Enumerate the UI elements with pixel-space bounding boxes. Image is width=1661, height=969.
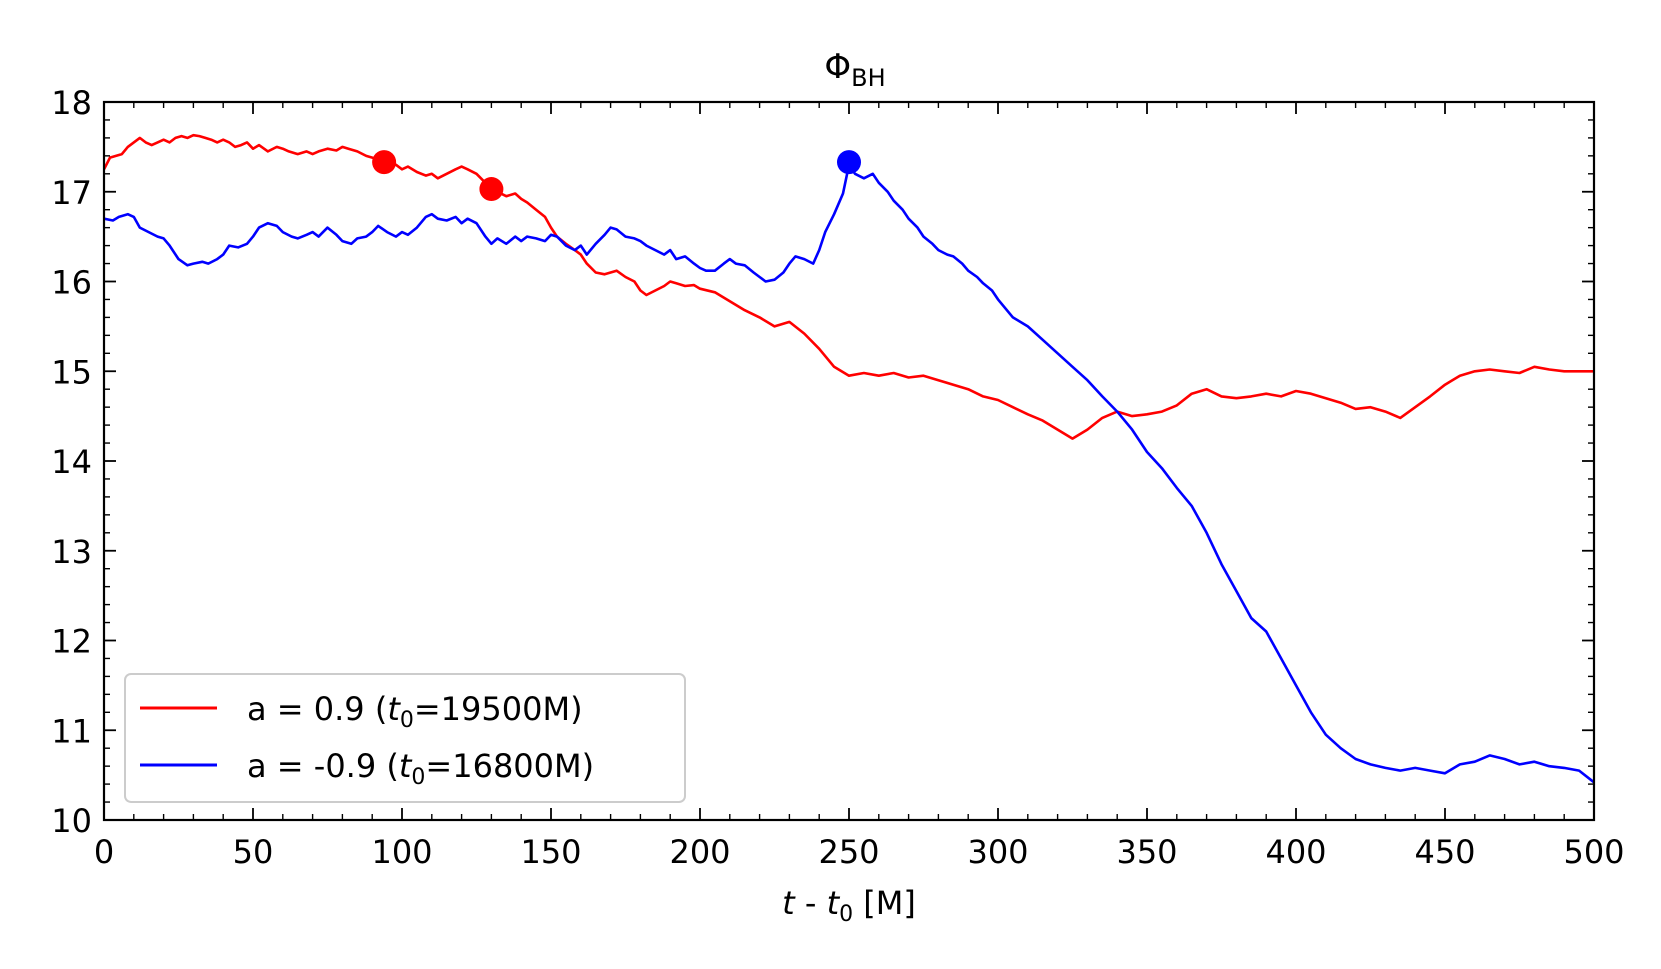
x-axis-label: t - t0 [M] (782, 884, 916, 927)
x-tick-label: 150 (520, 833, 581, 871)
x-tick-label: 50 (233, 833, 274, 871)
chart-title-main: Φ (824, 47, 851, 87)
series-marker-a-0.9 (372, 150, 397, 175)
legend-label-a-0.9-sub: 0 (400, 708, 414, 733)
y-tick-label: 16 (51, 264, 92, 302)
x-tick-label: 350 (1116, 833, 1177, 871)
x-tick-label: 500 (1563, 833, 1624, 871)
x-label-t0: t (827, 884, 841, 922)
x-label-mid: - (795, 884, 827, 922)
x-tick-label: 0 (94, 833, 114, 871)
y-tick-label: 11 (51, 712, 92, 750)
x-tick-label: 400 (1265, 833, 1326, 871)
y-tick-label: 17 (51, 174, 92, 212)
series-marker-a-minus-0.9 (837, 150, 861, 175)
series-layer (104, 133, 1594, 784)
chart-title: ΦBH (824, 47, 885, 92)
series-marker-a-0.9 (479, 177, 504, 202)
x-tick-label: 100 (371, 833, 432, 871)
legend-label-a-minus-0.9-sub: 0 (411, 765, 425, 790)
y-tick-label: 14 (51, 443, 92, 481)
legend-label-a-minus-0.9-suffix: =16800M) (425, 747, 594, 785)
chart-title-subscript: BH (851, 64, 886, 92)
marker-layer (372, 150, 861, 202)
y-tick-label: 15 (51, 353, 92, 391)
legend-label-a-0.9-prefix: a = 0.9 ( (247, 690, 387, 728)
plot-frame (102, 100, 1596, 822)
legend-label-a-minus-0.9-t: t (399, 747, 413, 785)
x-label-sub0: 0 (839, 902, 853, 927)
x-tick-label: 300 (967, 833, 1028, 871)
legend: a = 0.9 (t0=19500M) a = -0.9 (t0=16800M) (124, 673, 686, 803)
x-tick-label: 450 (1414, 833, 1475, 871)
legend-label-a-minus-0.9-prefix: a = -0.9 ( (247, 747, 399, 785)
series-line-a-0.9 (104, 133, 1594, 440)
x-tick-label: 200 (669, 833, 730, 871)
legend-label-a-0.9: a = 0.9 (t0=19500M) (247, 690, 583, 733)
y-tick-label: 10 (51, 802, 92, 840)
x-tick-label: 250 (818, 833, 879, 871)
legend-label-a-minus-0.9: a = -0.9 (t0=16800M) (247, 747, 594, 790)
legend-label-a-0.9-t: t (387, 690, 401, 728)
y-tick-label: 18 (51, 84, 92, 122)
y-tick-label: 12 (51, 623, 92, 661)
x-label-units: [M] (853, 884, 916, 922)
legend-label-a-0.9-suffix: =19500M) (414, 690, 583, 728)
legend-frame (124, 673, 686, 803)
x-label-t: t (782, 884, 796, 922)
series-line-a-minus-0.9 (104, 163, 1594, 784)
y-tick-label: 13 (51, 533, 92, 571)
